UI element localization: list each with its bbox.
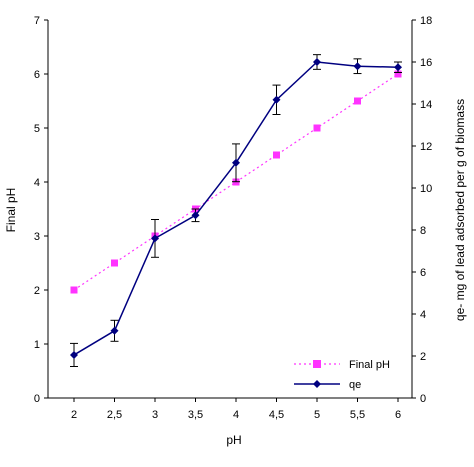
qe-point <box>232 158 240 167</box>
left-tick-label: 5 <box>34 123 40 135</box>
final-ph-point <box>394 70 402 78</box>
left-tick-label: 2 <box>34 285 40 297</box>
right-tick-label: 2 <box>420 351 426 363</box>
final-ph-point <box>354 97 361 105</box>
final-ph-point <box>273 151 280 159</box>
left-tick-label: 0 <box>34 393 40 405</box>
left-tick-label: 6 <box>34 69 40 81</box>
right-y-axis-ticks: 0 2 4 6 8 10 12 14 16 18 <box>412 15 432 405</box>
right-y-axis-label: qe- mg of lead adsorbed per g of biomass <box>453 99 467 321</box>
x-axis-label: pH <box>226 433 241 447</box>
qe-point <box>353 62 362 71</box>
right-tick-label: 18 <box>420 15 432 27</box>
legend-final-ph-label: Final pH <box>349 359 390 371</box>
x-tick-label: 3,5 <box>188 409 203 421</box>
qe-point <box>394 63 402 72</box>
qe-point <box>272 95 281 104</box>
x-tick-label: 3 <box>152 409 158 421</box>
left-tick-label: 4 <box>34 177 40 189</box>
left-y-axis-label: Final pH <box>4 188 18 233</box>
x-tick-label: 4 <box>233 409 239 421</box>
right-tick-label: 4 <box>420 309 426 321</box>
x-axis-ticks: 2 2,5 3 3,5 4 4,5 5 5,5 6 <box>71 398 401 421</box>
left-tick-label: 7 <box>34 15 40 27</box>
left-tick-label: 3 <box>34 231 40 243</box>
right-tick-label: 14 <box>420 99 432 111</box>
right-tick-label: 12 <box>420 141 432 153</box>
qe-point <box>110 326 119 335</box>
x-tick-label: 2 <box>71 409 77 421</box>
final-ph-point <box>111 259 118 267</box>
right-tick-label: 6 <box>420 267 426 279</box>
final-ph-point <box>70 286 78 294</box>
left-y-axis-ticks: 0 1 2 3 4 5 6 7 <box>34 15 48 405</box>
right-tick-label: 10 <box>420 183 432 195</box>
right-tick-label: 8 <box>420 225 426 237</box>
legend: Final pH qe <box>294 359 390 391</box>
axes <box>47 20 413 399</box>
x-tick-label: 5 <box>314 409 320 421</box>
right-tick-label: 16 <box>420 57 432 69</box>
qe-point <box>70 350 78 359</box>
final-ph-point <box>313 124 321 132</box>
qe-point <box>151 234 159 243</box>
qe-point <box>313 58 321 66</box>
x-tick-label: 5,5 <box>350 409 365 421</box>
qe-point <box>191 211 200 220</box>
legend-qe-marker <box>313 380 321 388</box>
legend-final-ph-marker <box>313 360 321 368</box>
x-tick-label: 6 <box>395 409 401 421</box>
right-tick-label: 0 <box>420 393 426 405</box>
x-tick-label: 2,5 <box>107 409 122 421</box>
left-tick-label: 1 <box>34 339 40 351</box>
x-tick-label: 4,5 <box>269 409 284 421</box>
series-layer <box>70 54 402 367</box>
legend-qe-label: qe <box>349 379 361 391</box>
